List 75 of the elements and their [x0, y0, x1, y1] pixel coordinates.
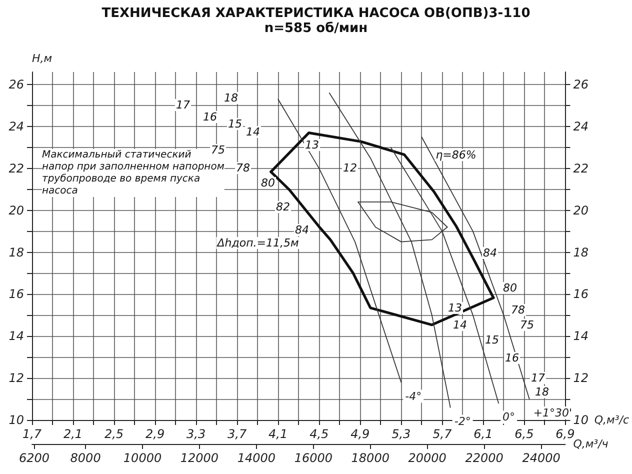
x-tick-label: 2,9: [146, 427, 165, 441]
annotation: η=86%: [436, 148, 476, 162]
annotation: 17: [531, 372, 545, 384]
x2-tick-label: 6200: [19, 451, 50, 465]
y2-tick-label: 24: [573, 120, 588, 134]
annotation: 18: [224, 92, 238, 104]
x-tick-label: 5,3: [392, 427, 411, 441]
y2-tick-label: 26: [573, 78, 589, 92]
annotation: 80: [261, 176, 275, 190]
annotation: 14: [246, 126, 260, 138]
y-tick-label: 18: [8, 245, 24, 260]
annotation: 16: [505, 352, 519, 364]
y-tick-label: 14: [8, 329, 24, 344]
x-tick-label: 3,3: [186, 427, 206, 441]
x-tick-label: 2,1: [63, 427, 83, 441]
chart-title: ТЕХНИЧЕСКАЯ ХАРАКТЕРИСТИКА НАСОСА ОВ(ОПВ)3-110: [102, 6, 530, 21]
annotation: 80: [503, 282, 517, 294]
x-axis-title: Q,м³/с: [594, 414, 630, 426]
x-tick-label: 6,1: [474, 427, 493, 441]
annotation: 78: [236, 162, 250, 174]
annotation: 84: [483, 246, 497, 260]
x-tick-label: 3,7: [228, 427, 247, 441]
annotation: 12: [343, 162, 357, 174]
y-tick-label: 16: [8, 287, 24, 302]
x2-axis-title: Q,м³/ч: [573, 438, 609, 450]
y-tick-label: 24: [8, 120, 24, 134]
annotation: 17: [176, 98, 190, 112]
annotation: 75: [520, 318, 534, 332]
series-label: -2°: [454, 414, 471, 428]
annotation: 14: [453, 318, 467, 332]
x2-tick-label: 16000: [294, 451, 333, 465]
x-tick-label: 4,9: [350, 427, 370, 441]
annotation: 13: [305, 138, 319, 152]
annotation: Δhдоп.=11,5м: [216, 236, 299, 250]
x-tick-label: 6,5: [514, 427, 534, 441]
x2-tick-label: 18000: [351, 451, 390, 465]
series-label: -4°: [405, 390, 422, 403]
annotation: 78: [511, 304, 525, 316]
series-label: 0°: [502, 410, 516, 424]
y2-tick-label: 20: [573, 203, 589, 218]
y2-tick-label: 12: [573, 371, 588, 386]
annotation: 15: [485, 334, 499, 346]
x-tick-label: 6,9: [556, 427, 575, 441]
y2-tick-label: 10: [573, 413, 589, 427]
annotation: 82: [276, 200, 290, 214]
x2-tick-label: 10000: [123, 451, 162, 465]
x-tick-label: 2,5: [104, 427, 124, 441]
y-tick-label: 22: [8, 161, 24, 176]
x2-tick-label: 8000: [70, 451, 102, 465]
x2-tick-label: 14000: [237, 451, 276, 465]
y2-tick-label: 18: [573, 245, 589, 260]
x-tick-label: 5,7: [432, 427, 452, 441]
annotation: 13: [448, 302, 462, 314]
y2-tick-label: 16: [573, 287, 589, 302]
annotation: 84: [295, 224, 309, 236]
x2-tick-label: 22000: [465, 451, 504, 465]
y-axis-title: H,м: [32, 52, 52, 65]
y-tick-label: 10: [8, 413, 24, 427]
y-tick-label: 26: [8, 78, 24, 92]
y2-tick-label: 22: [573, 161, 588, 176]
annotation: 75: [211, 144, 225, 156]
y-tick-label: 20: [8, 203, 24, 218]
annotation: 15: [228, 118, 242, 130]
x2-tick-label: 12000: [180, 451, 219, 465]
series-label: +1°30': [533, 406, 572, 420]
x-tick-label: 4,1: [268, 427, 288, 441]
x-tick-label: 4,5: [310, 427, 329, 441]
x-tick-label: 1,7: [22, 427, 42, 441]
x2-tick-label: 24000: [522, 451, 561, 465]
y-tick-label: 12: [8, 371, 24, 386]
annotation: 16: [203, 110, 217, 124]
y2-tick-label: 14: [573, 329, 588, 344]
chart-subtitle: n=585 об/мин: [264, 21, 368, 36]
x2-tick-label: 20000: [408, 451, 447, 465]
annotation: 18: [535, 386, 549, 398]
